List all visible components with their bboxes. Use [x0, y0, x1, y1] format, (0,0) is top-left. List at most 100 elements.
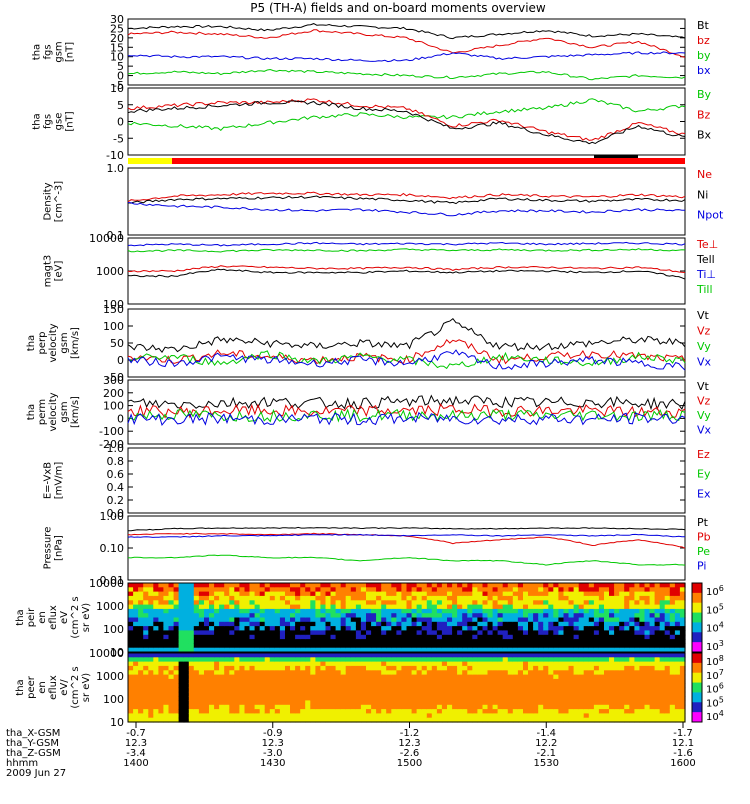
spectrogram-cell: [497, 674, 504, 680]
spectrogram-cell: [609, 653, 615, 658]
spectrogram-cell: [604, 717, 610, 723]
spectrogram-cell: [421, 678, 428, 684]
spectrogram-cell: [204, 600, 210, 606]
spectrogram-cell: [320, 696, 327, 701]
spectrogram-cell: [512, 583, 519, 588]
spectrogram-cell: [396, 617, 403, 623]
spectrogram-cell: [229, 700, 235, 706]
spectrogram-cell: [563, 713, 570, 719]
spectrogram-cell: [381, 583, 387, 588]
spectrogram-cell: [173, 704, 180, 710]
spectrogram-cell: [138, 600, 144, 606]
spectrogram-cell: [431, 687, 438, 693]
spectrogram-cell: [543, 630, 549, 636]
spectrogram-cell: [426, 626, 433, 631]
spectrogram-cell: [290, 704, 296, 710]
spectrogram-cell: [163, 678, 170, 684]
spectrogram-cell: [330, 674, 337, 680]
spectrogram-cell: [305, 621, 311, 627]
spectrogram-cell: [239, 604, 246, 610]
spectrogram-cell: [512, 678, 519, 684]
spectrogram-cell: [426, 613, 433, 619]
spectrogram-cell: [310, 626, 316, 631]
spectrogram-cell: [588, 661, 595, 667]
spectrogram-cell: [492, 678, 499, 684]
spectrogram-cell: [163, 634, 170, 640]
series-line-Pt: [128, 526, 686, 532]
spectrogram-cell: [381, 674, 387, 680]
spectrogram-cell: [386, 683, 392, 689]
spectrogram-cell: [649, 626, 656, 631]
spectrogram-cell: [644, 617, 651, 623]
spectrogram-cell: [563, 647, 570, 653]
spectrogram-cell: [204, 617, 210, 623]
spectrogram-cell: [386, 670, 392, 676]
spectrogram-cell: [300, 630, 306, 636]
spectrogram-cell: [462, 653, 468, 658]
spectrogram-cell: [391, 653, 397, 658]
spectrogram-cell: [188, 600, 195, 606]
spectrogram-cell: [300, 696, 306, 701]
spectrogram-cell: [436, 608, 443, 614]
spectrogram-cell: [229, 595, 235, 601]
spectrogram-cell: [371, 717, 377, 723]
spectrogram-cell: [644, 600, 651, 606]
spectrogram-cell: [264, 639, 271, 644]
spectrogram-cell: [436, 587, 443, 593]
spectrogram-cell: [411, 696, 418, 701]
spectrogram-cell: [654, 709, 661, 714]
colorbar-segment: [692, 653, 702, 664]
spectrogram-cell: [619, 613, 625, 619]
spectrogram-cell: [674, 709, 681, 714]
spectrogram-cell: [543, 591, 549, 597]
spectrogram-cell: [548, 670, 554, 676]
spectrogram-cell: [259, 647, 266, 653]
spectrogram-cell: [462, 674, 468, 680]
spectrogram-cell: [234, 661, 240, 667]
spectrogram-cell: [674, 657, 681, 663]
spectrogram-cell: [447, 604, 453, 610]
spectrogram-cell: [198, 591, 205, 597]
spectrogram-cell: [411, 709, 418, 714]
spectrogram-cell: [482, 717, 489, 723]
spectrogram-cell: [173, 647, 180, 653]
spectrogram-cell: [188, 613, 195, 619]
spectrogram-cell: [598, 591, 605, 597]
spectrogram-cell: [492, 696, 499, 701]
spectrogram-cell: [593, 639, 600, 644]
date-label: 2009 Jun 27: [6, 768, 66, 779]
panel-frame: [127, 447, 686, 514]
spectrogram-cell: [517, 678, 524, 684]
spectrogram-cell: [598, 608, 605, 614]
spectrogram-cell: [148, 643, 154, 649]
spectrogram-cell: [659, 626, 666, 631]
spectrogram-cell: [264, 608, 271, 614]
spectrogram-cell: [457, 643, 463, 649]
spectrogram-cell: [214, 709, 220, 714]
spectrogram-cell: [274, 643, 281, 649]
spectrogram-cell: [168, 691, 175, 697]
spectrogram-cell: [523, 665, 529, 671]
y-axis-label: fgs: [43, 114, 54, 129]
spectrogram-cell: [274, 661, 281, 667]
spectrogram-cell: [416, 630, 423, 636]
spectrogram-cell: [345, 626, 352, 631]
spectrogram-cell: [669, 713, 676, 719]
spectrogram-cell: [198, 670, 205, 676]
spectrogram-cell: [239, 691, 246, 697]
spectrogram-cell: [654, 626, 661, 631]
colorbar-tick-label: 104: [706, 709, 724, 723]
spectrogram-cell: [533, 653, 539, 658]
spectrogram-cell: [467, 717, 473, 723]
spectrogram-cell: [193, 657, 200, 663]
spectrogram-cell: [517, 704, 524, 710]
spectrogram-cell: [659, 639, 666, 644]
series-line-Till: [127, 248, 686, 253]
spectrogram-cell: [178, 665, 185, 671]
spectrogram-cell: [345, 617, 352, 623]
legend-Te⊥: Te⊥: [696, 238, 718, 251]
spectrogram-cell: [310, 661, 316, 667]
spectrogram-cell: [416, 600, 423, 606]
spectrogram-cell: [674, 717, 681, 723]
spectrogram-cell: [178, 595, 185, 601]
